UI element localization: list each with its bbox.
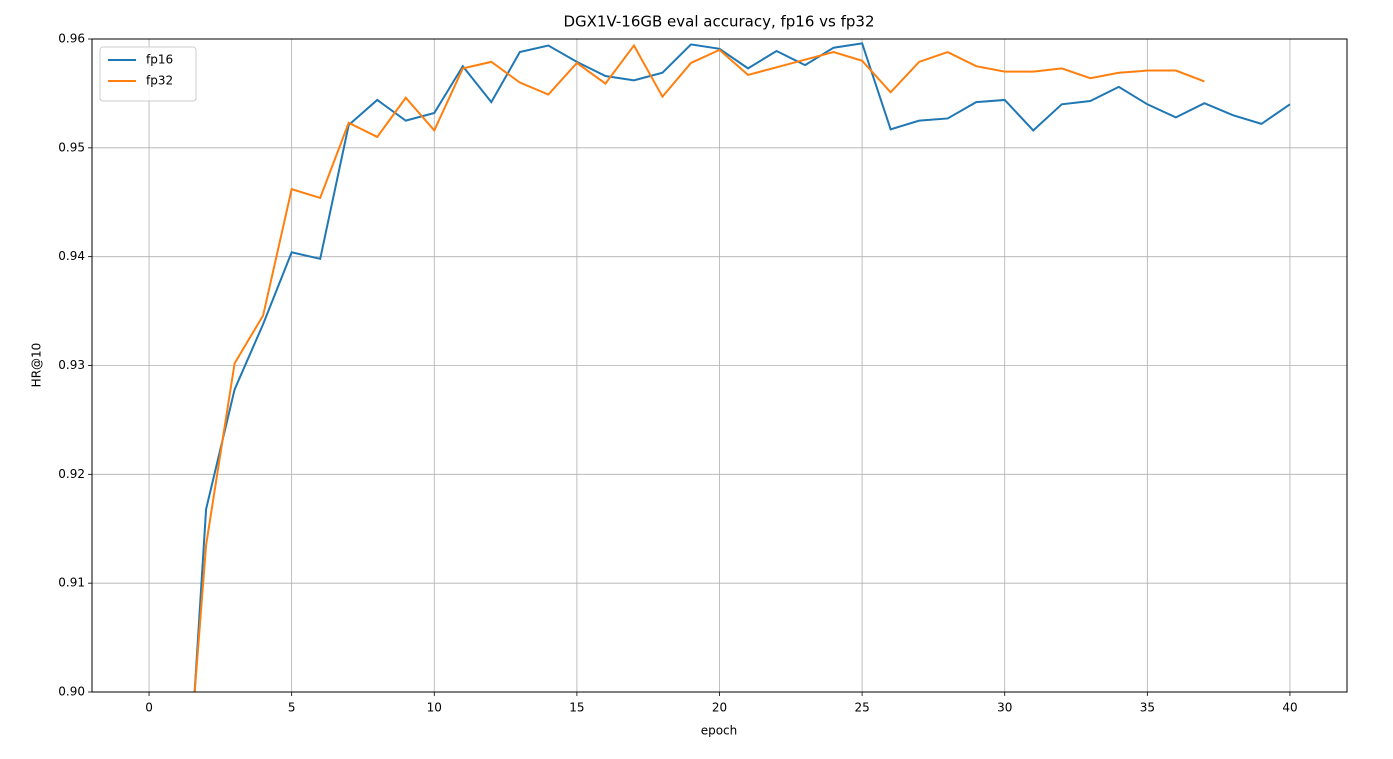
y-tick-label: 0.93 — [58, 358, 85, 372]
series-line — [193, 42, 1291, 692]
series-line — [193, 43, 1205, 692]
y-tick-label: 0.95 — [58, 140, 85, 154]
plot-lines — [193, 42, 1291, 692]
x-tick-label: 20 — [712, 701, 727, 715]
y-tick-label: 0.91 — [58, 576, 85, 590]
plot-frame — [91, 38, 1348, 693]
x-tick-label: 15 — [569, 701, 584, 715]
y-tick-label: 0.94 — [58, 249, 85, 263]
x-tick-label: 0 — [145, 701, 153, 715]
legend-label: fp32 — [146, 74, 173, 88]
x-tick-label: 35 — [1140, 701, 1155, 715]
x-tick-label: 10 — [427, 701, 442, 715]
x-tick-label: 5 — [288, 701, 296, 715]
x-tick-label: 30 — [997, 701, 1012, 715]
legend-label: fp16 — [146, 53, 173, 67]
y-tick-label: 0.96 — [58, 32, 85, 46]
x-axis-label: epoch — [701, 724, 738, 738]
x-tick-label: 25 — [854, 701, 869, 715]
x-tick-label: 40 — [1282, 701, 1297, 715]
y-tick-label: 0.92 — [58, 467, 85, 481]
y-axis-label: HR@10 — [30, 343, 44, 388]
chart-title: DGX1V-16GB eval accuracy, fp16 vs fp32 — [563, 13, 874, 31]
y-tick-label: 0.90 — [58, 685, 85, 699]
